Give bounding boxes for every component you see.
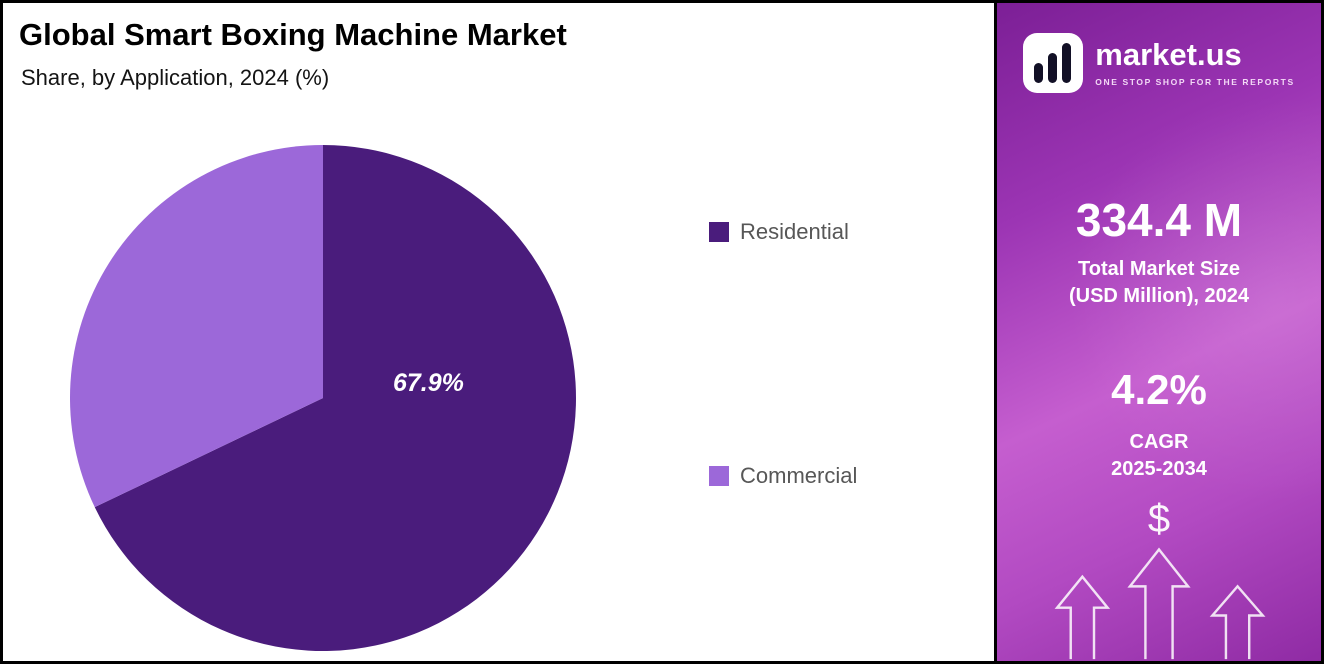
chart-area: Global Smart Boxing Machine Market Share… — [3, 3, 994, 661]
logo-bar-icon — [1048, 53, 1058, 83]
pie-slice-data-label: 67.9% — [393, 369, 464, 397]
chart-title: Global Smart Boxing Machine Market — [19, 17, 567, 52]
brand-tagline: ONE STOP SHOP FOR THE REPORTS — [1095, 77, 1295, 87]
legend-swatch-commercial — [709, 466, 729, 486]
legend-label-residential: Residential — [740, 219, 849, 244]
legend-item-residential: Residential — [709, 219, 849, 245]
logo-bar-icon — [1034, 63, 1044, 83]
dollar-icon: $ — [1147, 497, 1171, 541]
pie-slice-residential — [94, 145, 576, 651]
chart-subtitle: Share, by Application, 2024 (%) — [21, 65, 330, 90]
marketus-logo-icon — [1023, 33, 1084, 93]
cagr-value: 4.2% — [1111, 366, 1207, 413]
brand-logo: market.us ONE STOP SHOP FOR THE REPORTS — [997, 33, 1321, 93]
market-size-label-line2: (USD Million), 2024 — [1068, 284, 1250, 307]
brand-text: market.us ONE STOP SHOP FOR THE REPORTS — [1095, 39, 1294, 87]
pie-chart — [57, 132, 589, 661]
market-size-value: 334.4 M — [1075, 194, 1243, 246]
market-size-label-line1: Total Market Size — [1078, 257, 1240, 280]
pie-chart-svg — [69, 145, 576, 651]
legend-label-commercial: Commercial — [740, 463, 858, 488]
logo-bar-icon — [1062, 43, 1072, 83]
legend-item-commercial: Commercial — [709, 463, 857, 489]
growth-arrows-icon — [1054, 547, 1266, 660]
stat-cagr: 4.2% CAGR 2025-2034 — [997, 366, 1321, 483]
stat-total-market-size: 334.4 M Total Market Size (USD Million),… — [997, 195, 1321, 310]
cagr-label: CAGR — [1129, 431, 1189, 454]
legend-swatch-residential — [709, 222, 729, 242]
info-sidebar: market.us ONE STOP SHOP FOR THE REPORTS … — [994, 3, 1321, 661]
cagr-period: 2025-2034 — [1111, 458, 1207, 481]
pie-slice-commercial — [69, 145, 324, 508]
brand-name: market.us — [1095, 37, 1242, 72]
